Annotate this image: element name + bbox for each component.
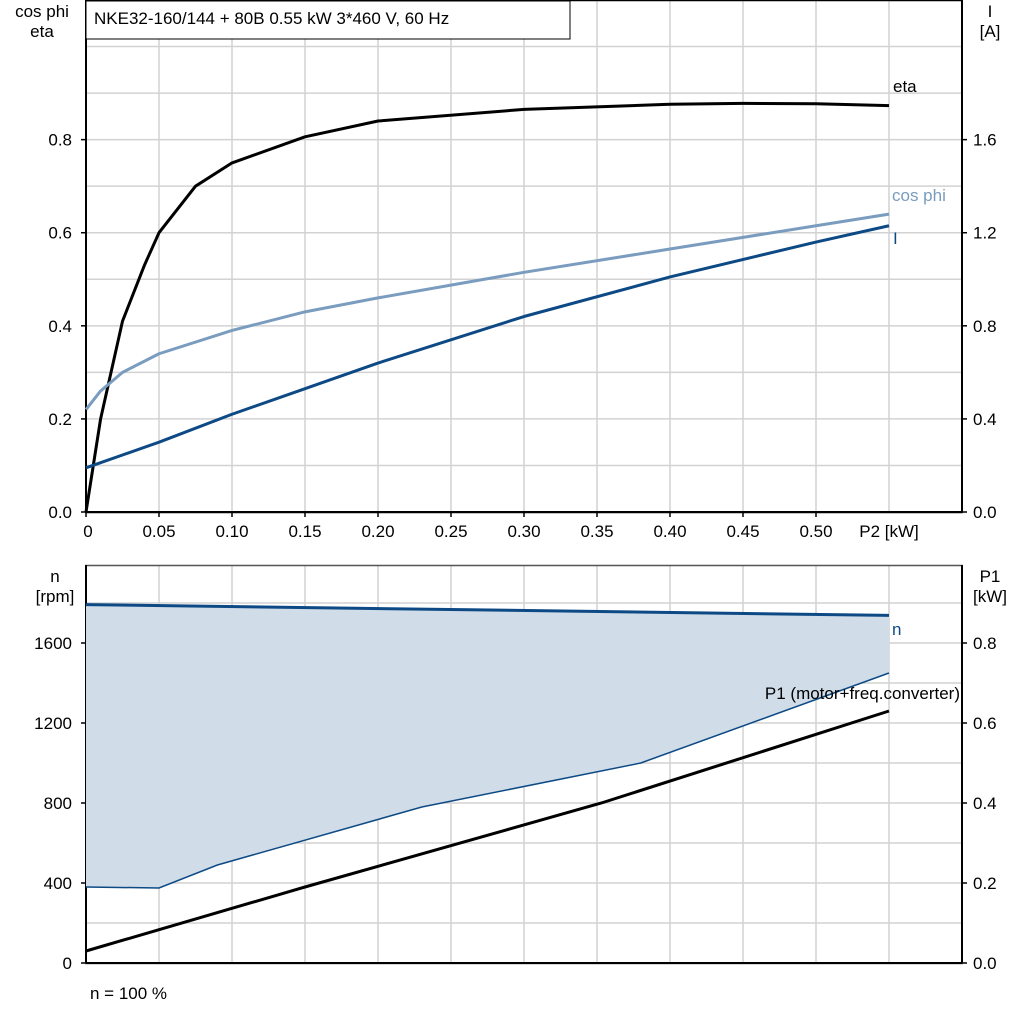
y-tick-label-right: 0.0: [973, 954, 997, 973]
y-tick-label-left: 0.6: [48, 224, 72, 243]
series-line-eta: [84, 101, 890, 513]
x-tick-label: 0.05: [142, 522, 175, 541]
y-tick-label-left: 400: [44, 874, 72, 893]
title-box: [85, 0, 571, 40]
footer-note: n = 100 %: [90, 984, 167, 1003]
y-tick-label-left: 0: [63, 954, 72, 973]
series-label-i: I: [893, 229, 898, 248]
y-tick-label-right: 0.4: [973, 410, 997, 429]
speed-range-area: [86, 604, 889, 888]
y-tick-label-right: 0.8: [973, 634, 997, 653]
y-tick-label-right: 0.0: [973, 503, 997, 522]
y-axis-title-left: cos phi: [15, 2, 69, 21]
series-label-eta: eta: [893, 77, 917, 96]
x-tick-label: 0.30: [507, 522, 540, 541]
y-tick-label-left: 0.2: [48, 410, 72, 429]
x-tick-label: 0.20: [361, 522, 394, 541]
y-tick-label-left: 0.4: [48, 317, 72, 336]
y-axis-title-right: [kW]: [973, 587, 1007, 606]
y-tick-label-right: 0.8: [973, 317, 997, 336]
y-axis-title-right: [A]: [980, 22, 1001, 41]
series-line-n-min: [85, 672, 890, 889]
y-tick-label-left: 0.8: [48, 131, 72, 150]
series-line-n: [85, 603, 890, 617]
series-line-p1: [85, 709, 890, 953]
x-tick-label: 0.10: [215, 522, 248, 541]
y-tick-label-left: 800: [44, 794, 72, 813]
x-tick-label: 0: [83, 522, 92, 541]
x-axis-title: P2 [kW]: [859, 522, 919, 541]
x-tick-label: 0.40: [653, 522, 686, 541]
y-tick-label-left: 0.0: [48, 503, 72, 522]
y-axis-title-left: eta: [30, 22, 54, 41]
y-tick-label-right: 1.6: [973, 131, 997, 150]
series-label-n: n: [892, 620, 901, 639]
y-tick-label-right: 0.6: [973, 714, 997, 733]
x-tick-label: 0.25: [434, 522, 467, 541]
y-axis-title-left: n: [50, 567, 59, 586]
y-tick-label-right: 0.4: [973, 794, 997, 813]
x-tick-label: 0.35: [580, 522, 613, 541]
y-axis-title-right: P1: [980, 567, 1001, 586]
series-line-i: [85, 224, 890, 470]
y-tick-label-right: 0.2: [973, 874, 997, 893]
y-tick-label-right: 1.2: [973, 224, 997, 243]
series-label-cos-phi: cos phi: [892, 186, 946, 205]
x-tick-label: 0.45: [726, 522, 759, 541]
x-tick-label: 0.50: [799, 522, 832, 541]
series-label-p1: P1 (motor+freq.converter): [765, 684, 960, 703]
y-axis-title-left: [rpm]: [36, 587, 75, 606]
series-line-cos-phi: [84, 212, 890, 411]
y-axis-title-right: I: [988, 2, 993, 21]
y-tick-label-left: 1600: [34, 634, 72, 653]
y-tick-label-left: 1200: [34, 714, 72, 733]
chart-title: NKE32-160/144 + 80B 0.55 kW 3*460 V, 60 …: [94, 9, 449, 28]
x-tick-label: 0.15: [288, 522, 321, 541]
